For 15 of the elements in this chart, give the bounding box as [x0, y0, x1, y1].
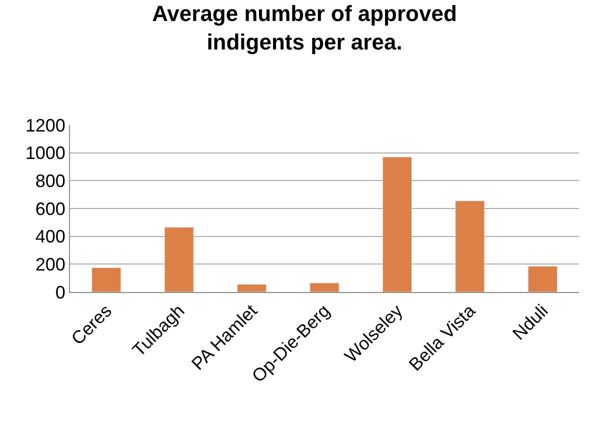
y-tick-label: 600: [35, 198, 66, 219]
y-tick-label: 200: [35, 254, 66, 274]
bar: [528, 266, 558, 292]
y-tick-label: 1000: [25, 143, 66, 164]
bar: [455, 200, 485, 292]
y-tick-label: 0: [55, 282, 66, 302]
bar: [310, 282, 340, 292]
bar: [92, 267, 122, 292]
chart-title: Average number of approved indigents per area.: [152, 1, 457, 55]
bar: [164, 227, 194, 292]
bar: [236, 284, 267, 292]
y-tick-label: 800: [35, 170, 66, 191]
y-tick-label: 400: [35, 226, 66, 247]
bar: [382, 156, 412, 292]
y-tick-label: 1200: [25, 115, 66, 136]
